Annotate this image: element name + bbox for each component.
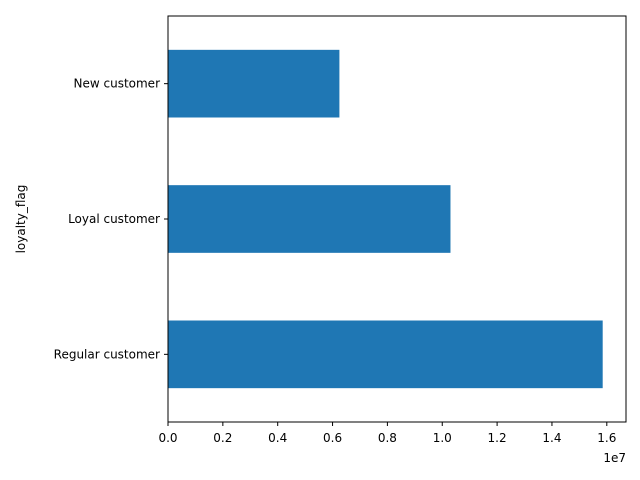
y-axis-label: loyalty_flag [14, 185, 28, 254]
x-tick-label: 1.4 [542, 431, 561, 445]
x-tick-label: 0.8 [378, 431, 397, 445]
x-offset-label: 1e7 [603, 451, 626, 465]
bar-regular-customer [168, 320, 603, 389]
x-tick-label: 1.6 [597, 431, 616, 445]
x-tick-label: 0.0 [158, 431, 177, 445]
x-tick-label: 0.2 [213, 431, 232, 445]
x-tick-label: 0.4 [268, 431, 287, 445]
bar-new-customer [168, 49, 340, 118]
y-axis-ticks: Regular customer Loyal customer New custom… [54, 77, 168, 361]
y-tick-label: Regular customer [54, 347, 160, 361]
x-tick-label: 0.6 [323, 431, 342, 445]
x-tick-label: 1.0 [433, 431, 452, 445]
bar-loyal-customer [168, 185, 451, 253]
y-tick-label: New customer [74, 77, 161, 91]
x-axis-ticks: 0.0 0.2 0.4 0.6 0.8 1.0 1.2 1.4 1.6 [158, 422, 616, 445]
y-tick-label: Loyal customer [68, 212, 160, 226]
x-tick-label: 1.2 [488, 431, 507, 445]
bars-group [168, 49, 603, 389]
